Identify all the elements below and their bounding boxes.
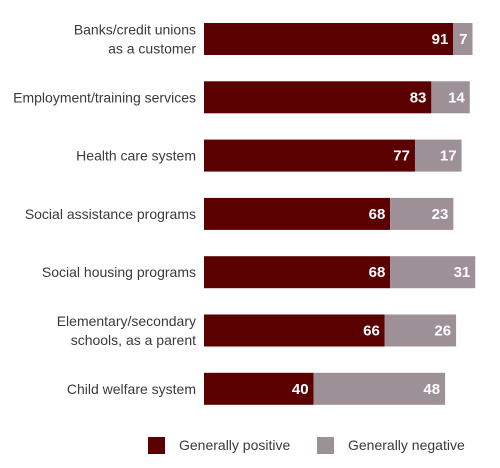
positive-bar-5 bbox=[204, 314, 385, 347]
positive-bar-6 bbox=[204, 372, 314, 405]
negative-bar-6 bbox=[313, 372, 446, 405]
positive-bar-2 bbox=[204, 139, 415, 172]
positive-bar-3 bbox=[204, 197, 391, 230]
negative-bar-3 bbox=[390, 197, 454, 230]
negative-value-label-5: 26 bbox=[434, 323, 451, 340]
category-label-2: Health care system bbox=[76, 148, 196, 164]
positive-value-label-6: 40 bbox=[292, 381, 309, 398]
negative-value-label-6: 48 bbox=[423, 381, 440, 398]
category-label-0-line-0: Banks/credit unions bbox=[74, 22, 196, 38]
negative-value-label-2: 17 bbox=[440, 148, 457, 165]
positive-value-label-4: 68 bbox=[369, 264, 386, 281]
legend-swatch-positive bbox=[148, 437, 165, 454]
category-label-5-line-0: Elementary/secondary bbox=[57, 313, 196, 329]
category-label-4: Social housing programs bbox=[42, 264, 196, 280]
category-label-6: Child welfare system bbox=[67, 381, 196, 397]
legend: Generally positive Generally negative bbox=[148, 437, 465, 454]
negative-bar-4 bbox=[390, 256, 476, 289]
legend-label-positive: Generally positive bbox=[179, 437, 290, 453]
positive-value-label-2: 77 bbox=[393, 148, 410, 165]
negative-value-label-0: 7 bbox=[459, 31, 467, 48]
category-label-5-line-1: schools, as a parent bbox=[71, 332, 196, 348]
positive-bar-4 bbox=[204, 256, 391, 289]
bars-group: 91 7 83 14 77 17 68 23 68 31 66 26 40 48 bbox=[204, 23, 476, 405]
positive-value-label-0: 91 bbox=[432, 31, 449, 48]
negative-value-label-3: 23 bbox=[432, 206, 449, 223]
negative-value-label-4: 31 bbox=[454, 264, 471, 281]
positive-bar-1 bbox=[204, 81, 432, 114]
category-labels: Banks/credit unions as a customer Employme… bbox=[13, 22, 196, 397]
negative-bar-0 bbox=[453, 23, 473, 55]
positive-value-label-5: 66 bbox=[363, 323, 380, 340]
positive-value-label-1: 83 bbox=[410, 89, 427, 106]
category-label-0-line-1: as a customer bbox=[108, 41, 196, 57]
negative-bar-5 bbox=[384, 314, 457, 347]
negative-bar-2 bbox=[414, 139, 462, 172]
negative-value-label-1: 14 bbox=[448, 89, 465, 106]
legend-swatch-negative bbox=[317, 437, 334, 454]
legend-label-negative: Generally negative bbox=[348, 437, 465, 453]
category-label-3: Social assistance programs bbox=[25, 206, 196, 222]
negative-bar-1 bbox=[431, 81, 470, 114]
positive-bar-0 bbox=[204, 23, 454, 55]
positive-value-label-3: 68 bbox=[369, 206, 386, 223]
category-label-1: Employment/training services bbox=[13, 89, 196, 105]
